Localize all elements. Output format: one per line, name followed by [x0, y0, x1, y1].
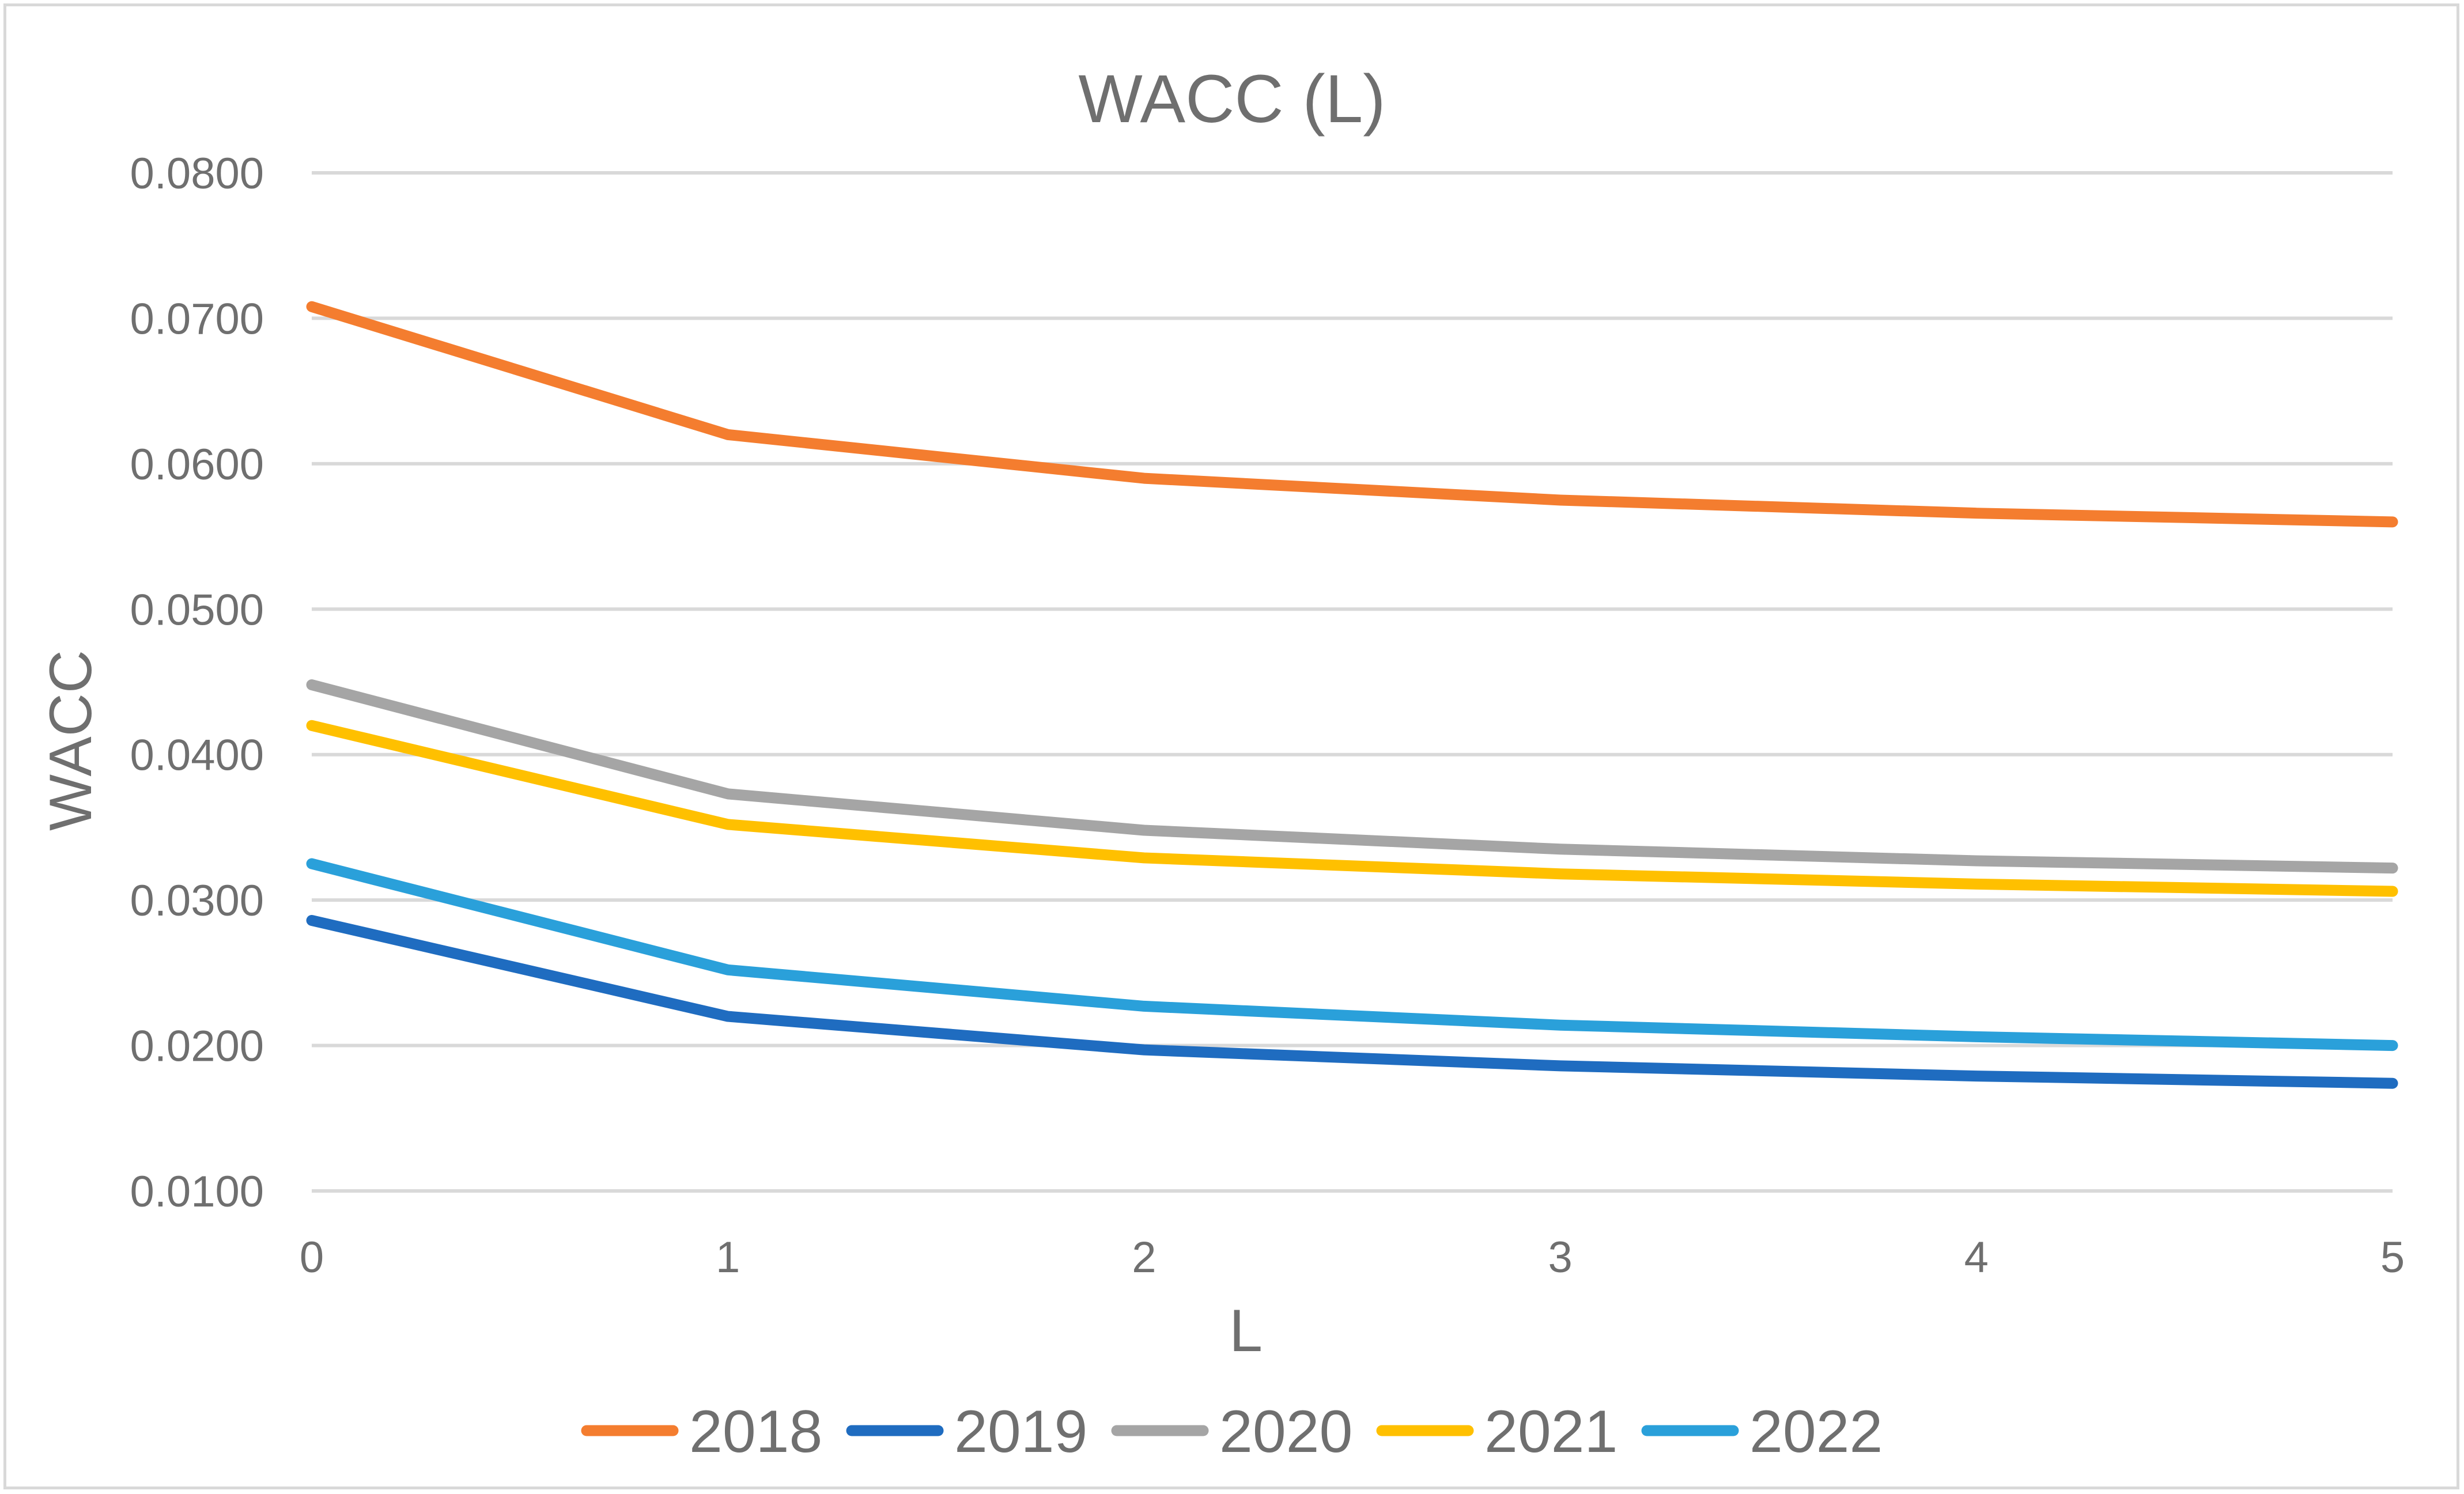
legend-item-2022: 2022 — [1641, 1398, 1883, 1465]
y-tick-label: 0.0800 — [130, 149, 264, 198]
series-line-2022 — [306, 858, 2398, 1052]
x-tick-label: 4 — [1964, 1233, 1989, 1282]
legend-item-2020: 2020 — [1111, 1398, 1352, 1465]
x-axis-title: L — [1229, 1298, 1263, 1364]
legend-label: 2018 — [689, 1398, 822, 1465]
legend-item-2019: 2019 — [846, 1398, 1087, 1465]
series-line-2020 — [306, 679, 2398, 874]
x-tick-label: 1 — [716, 1233, 740, 1282]
y-tick-label: 0.0600 — [130, 440, 264, 489]
grid-lines — [312, 171, 2393, 1193]
series-line-2019 — [306, 914, 2398, 1089]
y-tick-label: 0.0200 — [130, 1022, 264, 1071]
x-axis-ticks: 0 1 2 3 4 5 — [300, 1233, 2405, 1282]
legend-item-2018: 2018 — [581, 1398, 822, 1465]
x-tick-label: 3 — [1548, 1233, 1572, 1282]
y-tick-label: 0.0500 — [130, 585, 264, 634]
x-tick-label: 2 — [1132, 1233, 1156, 1282]
series-line-2018 — [306, 301, 2398, 528]
legend-item-2021: 2021 — [1376, 1398, 1618, 1465]
y-tick-label: 0.0300 — [130, 876, 264, 925]
legend-label: 2022 — [1749, 1398, 1883, 1465]
legend: 2018 2019 2020 2021 2022 — [581, 1398, 1883, 1465]
y-axis-title: WACC — [37, 650, 104, 831]
y-axis-ticks: 0.0100 0.0200 0.0300 0.0400 0.0500 0.0600 0.07… — [130, 149, 264, 1216]
legend-label: 2019 — [954, 1398, 1087, 1465]
x-tick-label: 0 — [300, 1233, 324, 1282]
chart-title: WACC (L) — [1078, 61, 1385, 137]
x-tick-label: 5 — [2380, 1233, 2405, 1282]
legend-label: 2021 — [1484, 1398, 1618, 1465]
series-lines — [306, 301, 2398, 1089]
y-tick-label: 0.0700 — [130, 294, 264, 343]
y-tick-label: 0.0400 — [130, 731, 264, 780]
y-tick-label: 0.0100 — [130, 1167, 264, 1216]
series-line-2021 — [306, 720, 2398, 897]
legend-label: 2020 — [1219, 1398, 1352, 1465]
